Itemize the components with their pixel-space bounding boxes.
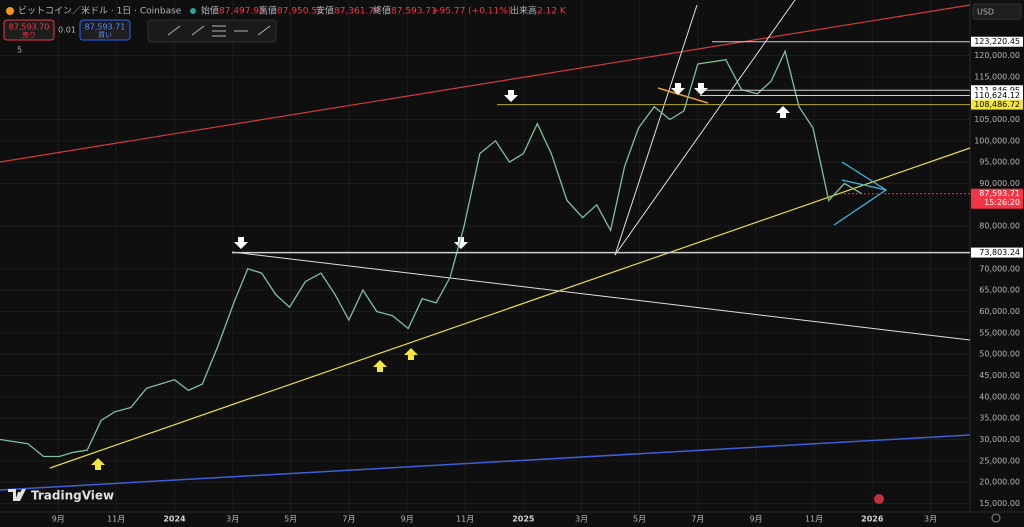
trendline-yellow xyxy=(49,147,971,469)
price-label: 108,486.72 xyxy=(974,100,1020,109)
price-label: 111,846.95 xyxy=(974,86,1020,95)
ohlc-value: 87,593.71 xyxy=(391,7,437,17)
spread: 0.01 xyxy=(58,26,76,35)
settings-icon[interactable] xyxy=(991,513,1001,523)
y-tick-label: 20,000.00 xyxy=(979,478,1020,487)
ohlc-value: 87,950.53 xyxy=(277,7,323,17)
ohlc-label: 安値 xyxy=(316,5,334,17)
y-tick-label: 95,000.00 xyxy=(979,158,1020,167)
volume-label: 出来高 xyxy=(510,5,537,17)
x-tick-label: 3月 xyxy=(924,515,937,524)
triangle-pattern xyxy=(841,179,887,191)
price-label-box xyxy=(971,36,1023,47)
change: +95.77 (+0.11%) xyxy=(432,7,511,17)
y-tick-label: 35,000.00 xyxy=(979,414,1020,423)
ohlc-label: 始値 xyxy=(201,5,219,17)
x-tick-label: 2026 xyxy=(861,515,884,524)
x-tick-label: 11月 xyxy=(456,515,474,524)
fan-line xyxy=(614,0,796,256)
price-label: 123,220.45 xyxy=(974,37,1020,46)
price-label-box xyxy=(971,90,1023,101)
sell-button[interactable] xyxy=(3,19,55,41)
currency-select[interactable] xyxy=(972,3,1022,20)
ohlc-label: 高値 xyxy=(259,5,277,17)
price-label-box xyxy=(971,188,1023,209)
trendline-blue xyxy=(0,434,971,491)
x-tick-label: 11月 xyxy=(805,515,823,524)
price-label: 73,803.24 xyxy=(979,248,1020,257)
arrow-up xyxy=(776,106,790,118)
brand-logo xyxy=(8,489,26,501)
x-tick-label: 2025 xyxy=(512,515,535,524)
x-tick-label: 3月 xyxy=(226,515,239,524)
buy-label[interactable]: 買い xyxy=(98,31,112,39)
price-label-box xyxy=(971,85,1023,96)
arrows-down xyxy=(234,83,708,249)
x-tick-label: 5月 xyxy=(284,515,297,524)
y-tick-label: 90,000.00 xyxy=(979,179,1020,188)
fan-line xyxy=(614,4,698,256)
currency[interactable]: USD xyxy=(977,8,994,17)
y-tick-label: 120,000.00 xyxy=(974,51,1020,60)
y-tick-label: 30,000.00 xyxy=(979,435,1020,444)
arrows-up-yellow xyxy=(91,348,418,470)
y-tick-label: 45,000.00 xyxy=(979,371,1020,380)
x-tick-label: 9月 xyxy=(52,515,65,524)
flag-line xyxy=(657,87,709,104)
y-tick-label: 15,000.00 xyxy=(979,499,1020,508)
price-label-box xyxy=(971,99,1023,110)
drawing-tools[interactable] xyxy=(167,25,271,37)
y-tick-label: 50,000.00 xyxy=(979,350,1020,359)
volume: 2.12 K xyxy=(537,7,567,17)
sell-price[interactable]: 87,593.70 xyxy=(9,23,50,32)
buy-price[interactable]: 87,593.71 xyxy=(85,23,126,32)
price-label: 110,624.12 xyxy=(974,91,1020,100)
trendline-red xyxy=(0,4,971,163)
ohlc-value: 87,497.95 xyxy=(219,7,265,17)
price-label: 87,593.71 xyxy=(979,189,1020,198)
symbol-icon xyxy=(6,7,14,15)
y-tick-label: 100,000.00 xyxy=(974,136,1020,145)
x-tick-label: 9月 xyxy=(750,515,763,524)
x-tick-label: 2024 xyxy=(163,515,186,524)
ohlc-label: 終値 xyxy=(373,5,391,17)
x-tick-label: 11月 xyxy=(107,515,125,524)
symbol[interactable]: ビットコイン／米ドル · 1日 · Coinbase xyxy=(18,5,182,17)
x-tick-label: 7月 xyxy=(691,515,704,524)
status-dot xyxy=(190,8,196,14)
y-tick-label: 60,000.00 xyxy=(979,307,1020,316)
sell-label[interactable]: 売り xyxy=(22,30,36,39)
brand: TradingView xyxy=(31,489,114,503)
y-tick-label: 25,000.00 xyxy=(979,456,1020,465)
y-tick-label: 80,000.00 xyxy=(979,222,1020,231)
y-tick-label: 70,000.00 xyxy=(979,264,1020,273)
indicator-count[interactable]: 5 xyxy=(17,46,22,55)
ohlc-value: 87,361.74 xyxy=(334,7,380,17)
y-tick-label: 105,000.00 xyxy=(974,115,1020,124)
x-tick-label: 5月 xyxy=(633,515,646,524)
price-label-box xyxy=(971,247,1023,258)
price-line xyxy=(0,49,863,458)
buy-button[interactable] xyxy=(79,19,131,41)
y-tick-label: 55,000.00 xyxy=(979,328,1020,337)
y-tick-label: 40,000.00 xyxy=(979,392,1020,401)
grid xyxy=(0,0,970,512)
countdown: 15:26:20 xyxy=(984,198,1020,207)
x-tick-label: 9月 xyxy=(401,515,414,524)
trendline-white xyxy=(231,251,971,341)
x-tick-label: 7月 xyxy=(342,515,355,524)
y-tick-label: 65,000.00 xyxy=(979,286,1020,295)
event-icon[interactable] xyxy=(874,494,884,504)
y-tick-label: 115,000.00 xyxy=(974,72,1020,81)
x-tick-label: 3月 xyxy=(575,515,588,524)
